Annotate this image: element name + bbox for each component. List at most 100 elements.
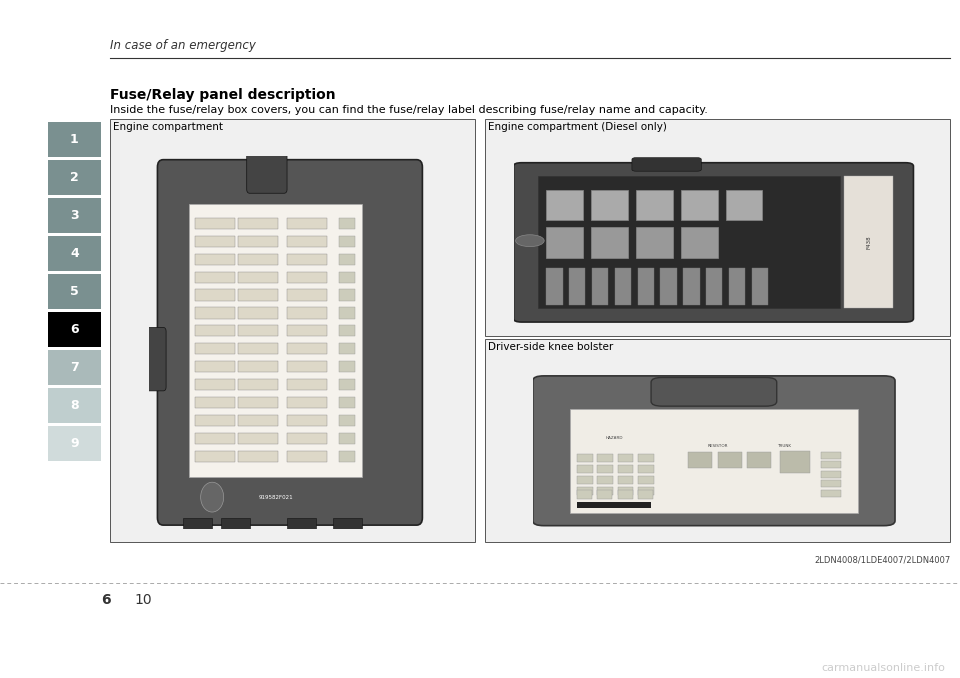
Text: 2LDN4008/1LDE4007/2LDN4007: 2LDN4008/1LDE4007/2LDN4007 <box>814 556 950 565</box>
Text: HAZARD: HAZARD <box>606 436 623 440</box>
Bar <box>747 452 771 468</box>
Bar <box>618 454 634 462</box>
Bar <box>636 227 673 258</box>
Text: 8: 8 <box>70 399 79 412</box>
Bar <box>287 415 327 426</box>
Bar <box>339 325 355 336</box>
Bar <box>238 218 278 229</box>
Bar <box>821 480 841 487</box>
Bar <box>684 268 700 305</box>
FancyBboxPatch shape <box>137 327 166 391</box>
Bar <box>577 454 592 462</box>
FancyBboxPatch shape <box>514 163 913 322</box>
Bar <box>48 426 101 461</box>
Bar <box>707 268 723 305</box>
Bar <box>339 272 355 283</box>
Bar <box>287 325 327 336</box>
Bar <box>718 452 742 468</box>
Bar <box>195 325 235 336</box>
Bar <box>339 379 355 390</box>
Bar <box>238 290 278 300</box>
Bar <box>577 502 651 508</box>
Bar <box>287 518 316 540</box>
Bar <box>577 487 592 496</box>
Bar <box>597 476 613 484</box>
Bar <box>636 190 673 220</box>
Bar <box>681 190 718 220</box>
FancyBboxPatch shape <box>157 159 422 525</box>
Bar <box>333 518 362 540</box>
Bar <box>287 451 327 462</box>
FancyBboxPatch shape <box>651 378 777 406</box>
Bar <box>339 433 355 444</box>
Bar <box>287 307 327 319</box>
Text: 6: 6 <box>101 593 110 607</box>
Bar <box>195 343 235 355</box>
Bar <box>48 274 101 309</box>
Bar <box>238 361 278 372</box>
Bar <box>287 397 327 408</box>
Bar <box>195 379 235 390</box>
Bar <box>485 119 950 336</box>
Bar <box>195 254 235 265</box>
Text: 919582F021: 919582F021 <box>258 495 293 500</box>
Bar <box>287 379 327 390</box>
Bar <box>592 268 609 305</box>
Bar <box>238 254 278 265</box>
Bar <box>339 451 355 462</box>
Bar <box>238 272 278 283</box>
Bar <box>569 268 586 305</box>
Bar <box>238 325 278 336</box>
Bar <box>577 476 592 484</box>
Bar <box>195 397 235 408</box>
Bar <box>591 190 628 220</box>
Bar <box>729 268 745 305</box>
Bar <box>597 454 613 462</box>
Bar <box>339 254 355 265</box>
Bar <box>638 476 654 484</box>
Bar <box>221 518 250 540</box>
Text: TRUNK: TRUNK <box>778 444 791 448</box>
Bar <box>618 487 634 496</box>
Bar <box>570 410 858 513</box>
Text: 10: 10 <box>134 593 152 607</box>
Text: In case of an emergency: In case of an emergency <box>110 39 256 52</box>
Bar <box>844 176 893 308</box>
Bar <box>780 451 810 473</box>
Bar <box>195 290 235 300</box>
Bar <box>287 361 327 372</box>
Bar <box>48 122 101 157</box>
Bar <box>339 397 355 408</box>
Bar <box>614 268 631 305</box>
Bar <box>189 205 362 477</box>
Bar <box>618 465 634 473</box>
Bar <box>821 452 841 459</box>
Text: 2: 2 <box>70 171 79 184</box>
Bar <box>287 290 327 300</box>
Text: 7: 7 <box>70 361 79 374</box>
Bar <box>48 236 101 271</box>
Bar <box>48 160 101 195</box>
Text: Driver-side knee bolster: Driver-side knee bolster <box>488 342 612 353</box>
Bar <box>618 490 633 498</box>
Bar <box>195 218 235 229</box>
Bar <box>183 518 212 540</box>
Bar <box>195 433 235 444</box>
Bar <box>546 227 583 258</box>
Bar <box>339 236 355 247</box>
Bar <box>339 343 355 355</box>
Bar <box>238 343 278 355</box>
Bar <box>48 350 101 385</box>
Bar <box>538 176 840 308</box>
Bar <box>238 415 278 426</box>
Bar <box>546 268 563 305</box>
Bar <box>238 451 278 462</box>
Bar <box>638 487 654 496</box>
Bar <box>638 465 654 473</box>
Bar <box>546 190 583 220</box>
Text: 6: 6 <box>70 323 79 336</box>
Bar <box>577 465 592 473</box>
FancyBboxPatch shape <box>632 158 701 172</box>
Bar <box>339 307 355 319</box>
Text: Engine compartment: Engine compartment <box>113 122 224 132</box>
